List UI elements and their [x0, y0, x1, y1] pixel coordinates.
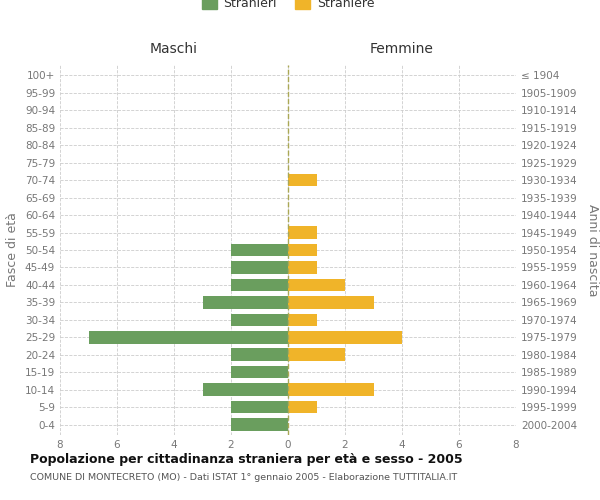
Text: COMUNE DI MONTECRETO (MO) - Dati ISTAT 1° gennaio 2005 - Elaborazione TUTTITALIA: COMUNE DI MONTECRETO (MO) - Dati ISTAT 1… — [30, 472, 457, 482]
Bar — [288, 296, 373, 308]
Text: Popolazione per cittadinanza straniera per età e sesso - 2005: Popolazione per cittadinanza straniera p… — [30, 452, 463, 466]
Bar — [203, 384, 288, 396]
Bar — [288, 244, 317, 256]
Text: Maschi: Maschi — [150, 42, 198, 56]
Y-axis label: Anni di nascita: Anni di nascita — [586, 204, 599, 296]
Bar — [288, 174, 317, 186]
Bar — [231, 348, 288, 361]
Bar — [288, 226, 317, 239]
Bar — [231, 244, 288, 256]
Bar — [231, 278, 288, 291]
Bar — [288, 331, 402, 344]
Bar — [288, 348, 345, 361]
Bar — [231, 401, 288, 413]
Text: Femmine: Femmine — [370, 42, 434, 56]
Bar — [89, 331, 288, 344]
Bar — [203, 296, 288, 308]
Bar — [288, 278, 345, 291]
Legend: Stranieri, Straniere: Stranieri, Straniere — [202, 0, 374, 10]
Bar — [288, 314, 317, 326]
Bar — [231, 314, 288, 326]
Y-axis label: Fasce di età: Fasce di età — [7, 212, 19, 288]
Bar — [288, 384, 373, 396]
Bar — [231, 418, 288, 431]
Bar — [231, 366, 288, 378]
Bar — [231, 261, 288, 274]
Bar — [288, 261, 317, 274]
Bar — [288, 401, 317, 413]
